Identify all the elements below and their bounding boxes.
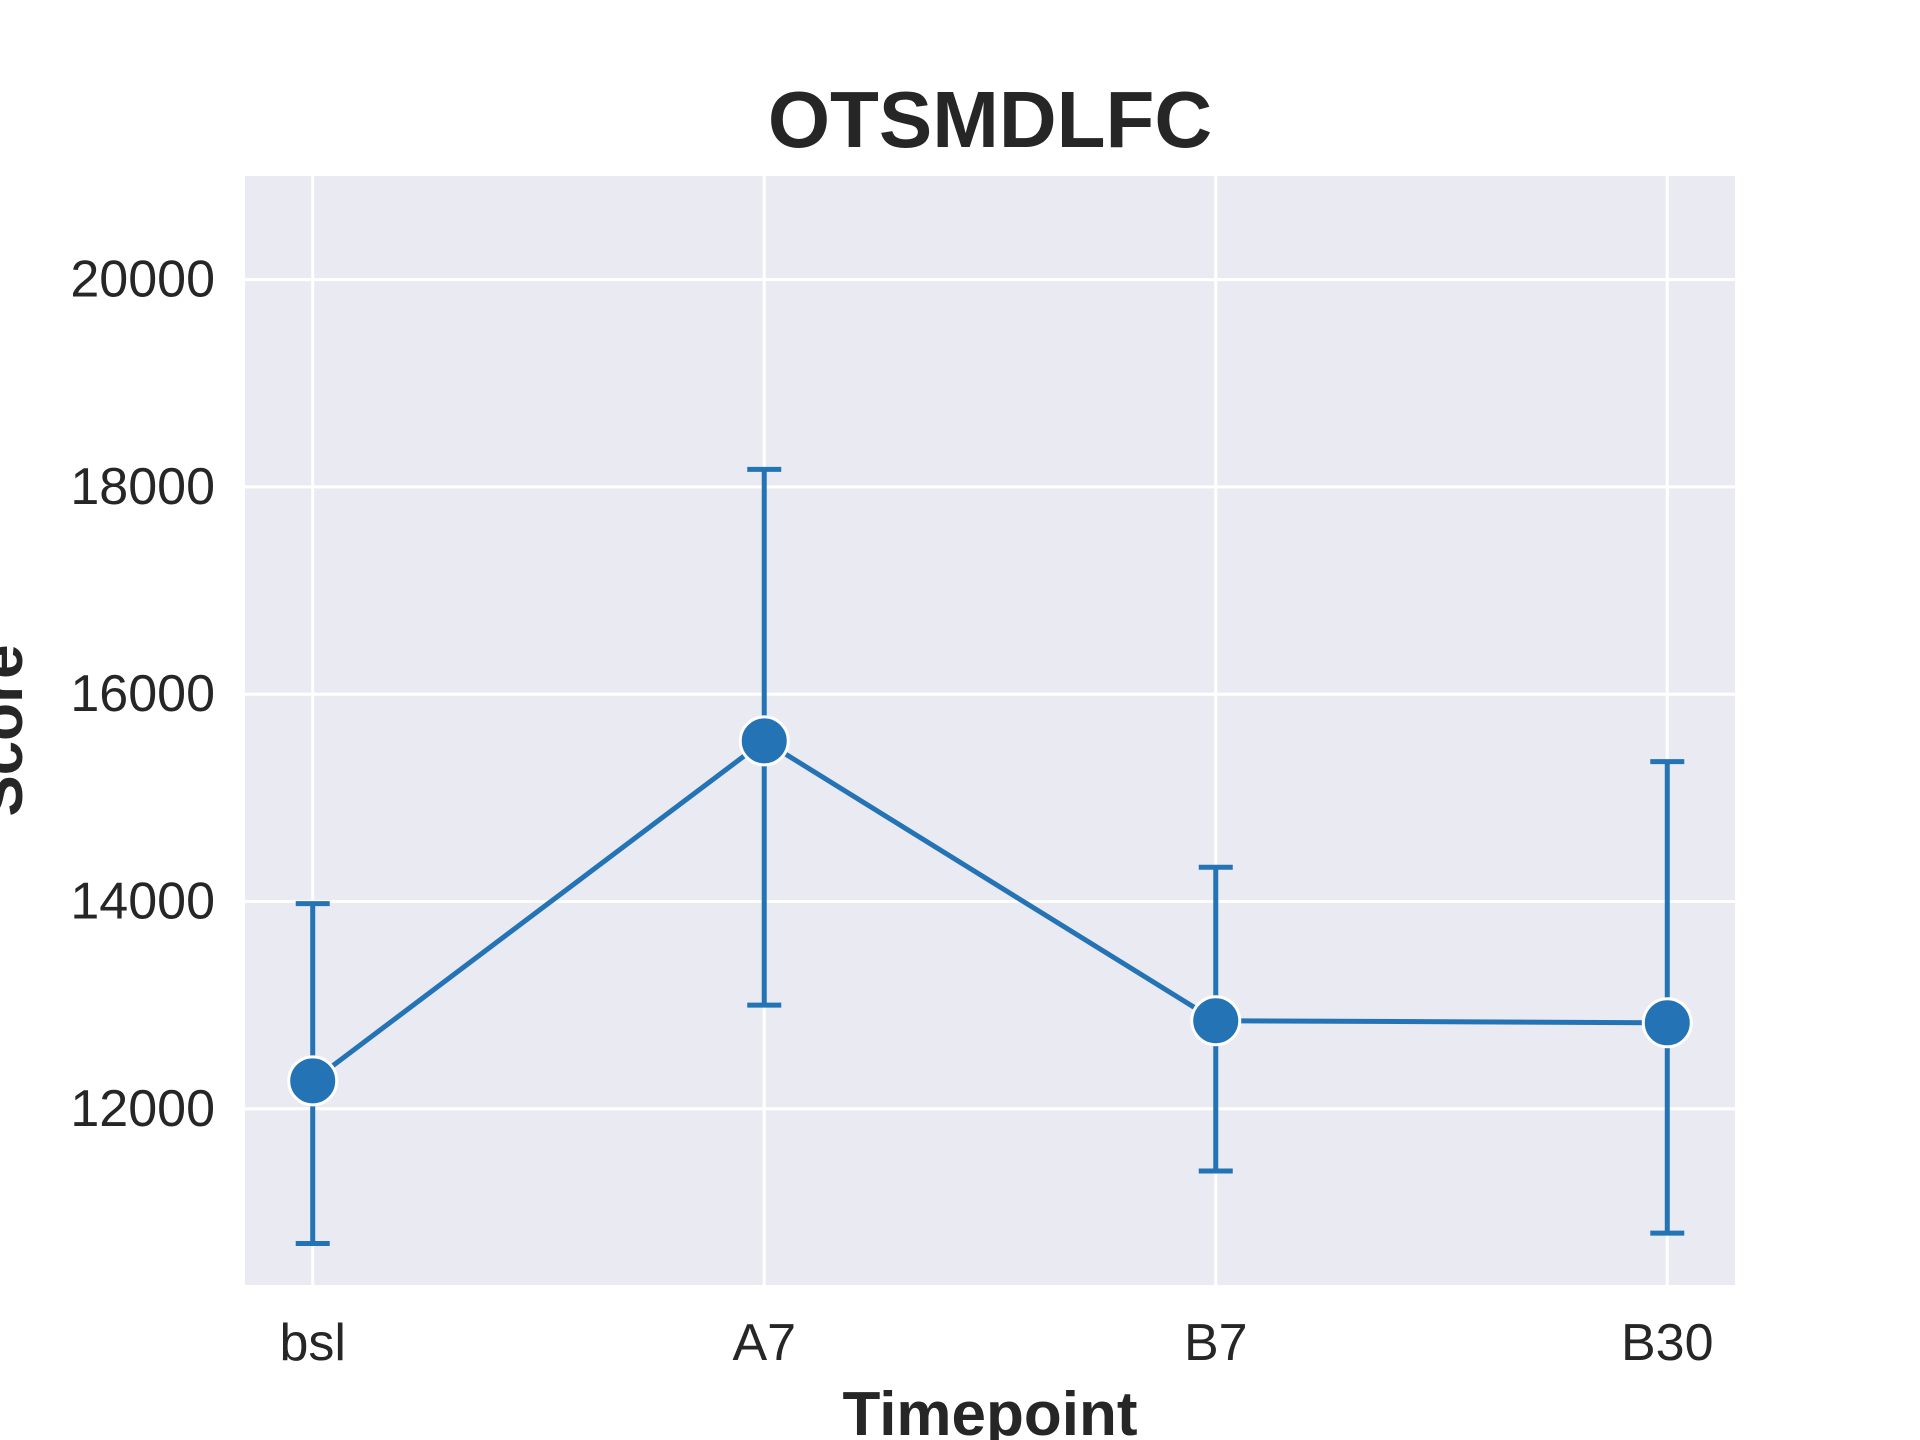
y-axis-label: Score [0,644,36,816]
grid-lines [245,176,1735,1285]
data-point [738,715,790,767]
x-tick-label: bsl [279,1314,345,1372]
series-group [287,466,1693,1247]
data-point [287,1055,339,1107]
y-tick-label: 16000 [70,665,215,723]
x-tick-label: B7 [1184,1314,1248,1372]
y-tick-labels: 12000 14000 16000 18000 20000 [70,251,215,1138]
x-tick-label: B30 [1621,1314,1714,1372]
data-point [1190,995,1242,1047]
y-tick-label: 20000 [70,251,215,309]
plot-area [245,176,1735,1285]
x-tick-labels: bsl A7 B7 B30 [279,1314,1713,1372]
y-tick-label: 12000 [70,1080,215,1138]
series-line [311,738,1668,1083]
chart-title: OTSMDLFC [768,75,1212,164]
x-axis-label: Timepoint [842,1380,1137,1440]
data-point [1641,997,1693,1049]
x-tick-label: A7 [732,1314,796,1372]
y-tick-label: 18000 [70,458,215,516]
y-tick-label: 14000 [70,873,215,931]
